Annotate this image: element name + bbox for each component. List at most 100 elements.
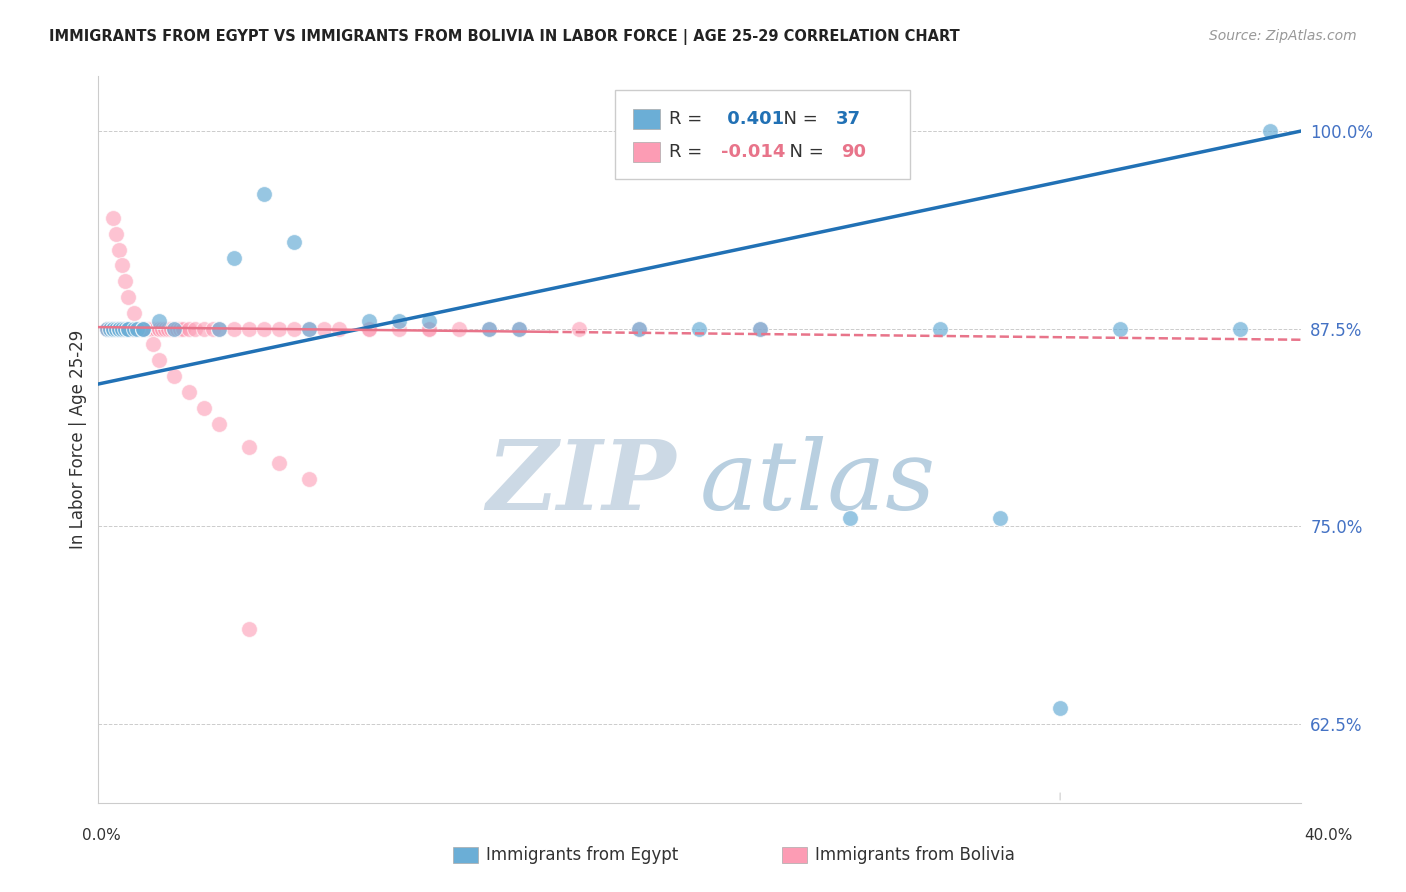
Point (388, 321, 411, 335)
Point (108, 321, 131, 335)
FancyBboxPatch shape (616, 90, 910, 179)
Point (208, 321, 231, 335)
Text: Immigrants from Bolivia: Immigrants from Bolivia (815, 847, 1015, 864)
Point (111, 321, 134, 335)
Text: 0.401: 0.401 (721, 110, 785, 128)
Point (568, 321, 591, 335)
Point (141, 321, 163, 335)
Point (96, 321, 118, 335)
Point (208, 321, 231, 335)
Point (253, 187, 276, 202)
Point (117, 321, 139, 335)
FancyBboxPatch shape (633, 142, 659, 162)
Text: R =: R = (669, 143, 709, 161)
Point (357, 321, 380, 335)
Point (108, 321, 131, 335)
Point (127, 321, 149, 335)
Point (108, 321, 131, 335)
Point (166, 321, 188, 335)
Point (105, 321, 128, 335)
Point (114, 321, 136, 335)
Point (117, 321, 139, 335)
Point (298, 321, 321, 335)
Point (96, 321, 118, 335)
Point (100, 321, 122, 335)
Text: atlas: atlas (699, 436, 935, 530)
Point (148, 321, 170, 335)
Point (121, 321, 143, 335)
Point (169, 321, 191, 335)
Text: N =: N = (772, 110, 823, 128)
Point (177, 384, 200, 399)
Point (628, 321, 651, 335)
Point (111, 259, 134, 273)
Point (132, 321, 155, 335)
Point (418, 321, 440, 335)
Point (988, 511, 1011, 525)
Point (135, 321, 157, 335)
Point (283, 235, 305, 249)
Point (132, 321, 155, 335)
Point (238, 440, 260, 454)
Point (127, 321, 149, 335)
Point (108, 321, 131, 335)
Point (748, 321, 770, 335)
Point (127, 321, 149, 335)
Point (108, 321, 131, 335)
Point (508, 321, 530, 335)
Point (145, 321, 167, 335)
Point (201, 321, 224, 335)
Point (129, 321, 152, 335)
FancyBboxPatch shape (633, 109, 659, 128)
Text: Immigrants from Egypt: Immigrants from Egypt (486, 847, 679, 864)
Point (103, 321, 125, 335)
Point (148, 321, 170, 335)
Point (162, 369, 184, 384)
Point (418, 314, 440, 328)
Point (357, 314, 380, 328)
Point (253, 321, 276, 335)
Point (108, 243, 131, 257)
Point (117, 321, 139, 335)
Text: 0.0%: 0.0% (82, 829, 121, 843)
Text: -0.014: -0.014 (721, 143, 786, 161)
Point (1260, 124, 1282, 138)
Point (267, 456, 290, 470)
Point (105, 321, 128, 335)
Point (111, 321, 134, 335)
Point (129, 321, 152, 335)
Text: R =: R = (669, 110, 709, 128)
Text: 37: 37 (835, 110, 860, 128)
Point (478, 321, 501, 335)
Point (162, 321, 184, 335)
Point (447, 321, 470, 335)
Point (929, 321, 952, 335)
Point (100, 321, 122, 335)
Point (124, 321, 146, 335)
Point (111, 321, 134, 335)
Point (124, 306, 146, 320)
Point (103, 211, 125, 225)
Point (124, 321, 146, 335)
Point (312, 321, 335, 335)
Point (222, 251, 245, 265)
Point (121, 321, 143, 335)
Point (156, 321, 179, 335)
Y-axis label: In Labor Force | Age 25-29: In Labor Force | Age 25-29 (69, 330, 87, 549)
Point (222, 321, 245, 335)
Point (124, 321, 146, 335)
Point (177, 321, 200, 335)
Point (238, 622, 260, 636)
Point (238, 321, 260, 335)
Point (105, 227, 128, 241)
Point (162, 321, 184, 335)
Point (357, 321, 380, 335)
Point (688, 321, 710, 335)
Point (298, 472, 321, 486)
Point (148, 353, 170, 368)
Point (132, 321, 155, 335)
Point (117, 290, 139, 304)
Point (418, 321, 440, 335)
Point (114, 321, 136, 335)
Point (103, 321, 125, 335)
